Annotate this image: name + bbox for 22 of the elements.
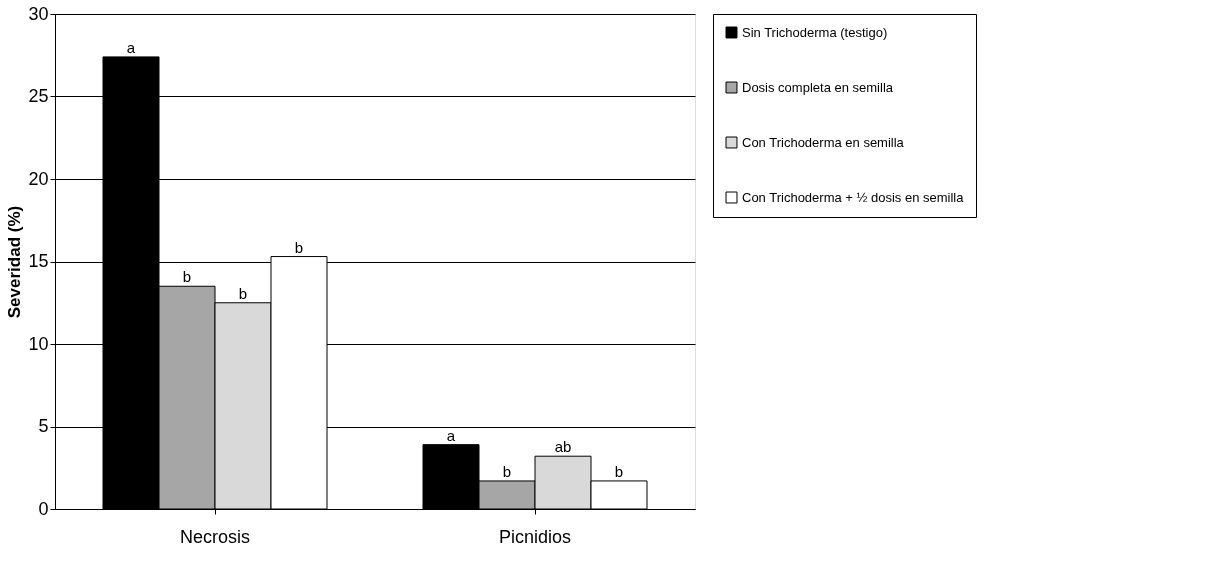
data-label: b [502,462,512,480]
legend-label: Dosis completa en semilla [742,79,894,95]
legend-label: Con Trichoderma + ½ dosis en semilla [742,189,965,205]
data-label: b [182,268,192,286]
data-label: b [614,462,624,480]
y-tick-label: 0 [38,498,49,519]
y-tick-label: 15 [28,251,49,271]
data-label: b [294,238,304,256]
y-tick-label: 20 [28,168,49,189]
data-label: ab [554,438,572,456]
data-label: a [446,426,456,444]
y-tick-label: 5 [38,416,49,436]
y-tick-label: 25 [28,86,49,106]
y-axis-title: Severidad (%) [5,205,25,319]
data-label: a [126,38,136,56]
legend-label: Sin Trichoderma (testigo) [742,24,888,40]
y-tick-label: 10 [28,333,49,354]
y-tick-label: 30 [28,3,49,24]
legend-label: Con Trichoderma en semilla [742,134,905,150]
data-label: b [238,284,248,302]
x-tick-label: Picnidios [498,526,572,547]
x-tick-label: Necrosis [179,526,251,547]
